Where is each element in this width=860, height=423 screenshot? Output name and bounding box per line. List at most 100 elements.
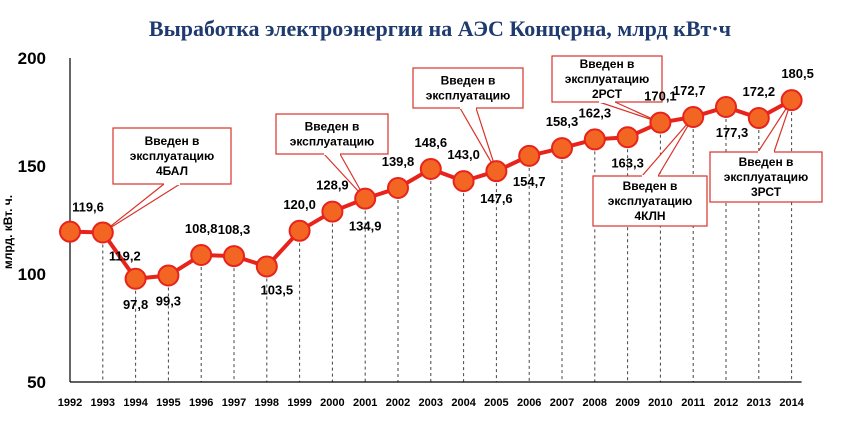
x-tick-label: 2011: [681, 397, 705, 409]
data-label: 134,9: [349, 219, 382, 234]
callout-pointer: [102, 183, 181, 234]
callout-text: эксплуатацию: [426, 89, 511, 103]
data-label: 119,6: [72, 200, 104, 215]
data-label: 119,2: [109, 249, 141, 264]
data-point: [583, 128, 606, 151]
data-label: 162,3: [579, 105, 612, 120]
callout-text: Введен в: [623, 179, 678, 193]
x-tick-label: 1997: [222, 397, 246, 409]
callout-text: Введен в: [305, 120, 360, 134]
data-label: 170,1: [644, 89, 677, 104]
x-tick-label: 2001: [353, 397, 377, 409]
x-tick-label: 1996: [189, 397, 213, 409]
data-label: 120,0: [283, 197, 316, 212]
x-tick-label: 1994: [123, 397, 148, 409]
x-tick-label: 2010: [648, 397, 672, 409]
callout-text: эксплуатацию: [565, 72, 650, 86]
callout-box: [275, 113, 389, 155]
data-point: [715, 96, 737, 119]
data-label: 128,9: [316, 178, 349, 193]
x-tick-label: 2000: [320, 397, 344, 409]
callout-box: [551, 55, 663, 103]
y-axis-label: млрд. кВт. ч.: [1, 195, 15, 269]
data-point: [551, 137, 573, 160]
axes: [69, 58, 802, 383]
callout-box: [709, 151, 823, 203]
data-label: 139,8: [382, 154, 415, 169]
y-tick-label: 150: [18, 157, 46, 176]
callout-text: эксплуатацию: [290, 135, 375, 149]
data-point: [321, 200, 344, 223]
data-label: 154,7: [513, 174, 546, 189]
callout-text: эксплуатацию: [130, 149, 215, 163]
data-point: [485, 160, 508, 183]
callout-text: эксплуатацию: [608, 194, 693, 208]
data-label: 143,0: [447, 147, 480, 162]
data-point: [354, 187, 377, 210]
data-point: [452, 170, 475, 193]
data-point: [682, 105, 705, 128]
y-tick-label: 50: [27, 373, 46, 392]
x-tick-label: 2003: [419, 397, 443, 409]
data-label: 108,8: [185, 221, 218, 236]
data-label: 103,5: [261, 282, 294, 297]
data-label: 99,3: [156, 294, 181, 309]
y-tick-label: 200: [18, 49, 46, 68]
data-point: [255, 255, 278, 278]
chart-title: Выработка электроэнергии на АЭС Концерна…: [149, 16, 731, 41]
x-tick-label: 1993: [91, 397, 115, 409]
x-tick-label: 2006: [517, 397, 541, 409]
data-label: 163,3: [611, 155, 644, 170]
data-label: 177,3: [716, 125, 749, 140]
data-label: 172,7: [673, 83, 706, 98]
callout-text: Введен в: [580, 57, 635, 71]
tick-labels: 50 100 150 200 1992 1993 1994 1995 1996 1997 1998 1…: [18, 49, 805, 409]
x-tick-label: 1999: [287, 397, 311, 409]
x-tick-label: 2009: [615, 397, 639, 409]
data-point: [419, 158, 442, 181]
data-label: 172,2: [743, 84, 776, 99]
data-point: [616, 126, 639, 149]
y-tick-label: 100: [18, 265, 46, 284]
callout-text: 2РСТ: [592, 87, 623, 101]
callout-box: [412, 67, 524, 109]
data-point: [780, 89, 803, 112]
callout-text: 4БАЛ: [156, 164, 188, 178]
x-tick-label: 2013: [747, 397, 771, 409]
data-label: 148,6: [415, 135, 448, 150]
x-tick-label: 2004: [451, 397, 476, 409]
data-label: 97,8: [123, 297, 148, 312]
data-point: [59, 220, 81, 243]
data-label: 158,3: [546, 114, 579, 129]
data-point: [190, 243, 213, 266]
x-tick-label: 2012: [714, 397, 738, 409]
x-tick-label: 1995: [156, 397, 180, 409]
data-point: [223, 245, 245, 268]
data-point: [518, 144, 541, 167]
data-label: 180,5: [781, 66, 814, 81]
callout-box: [592, 175, 708, 227]
data-point: [649, 111, 672, 134]
data-point: [747, 107, 770, 130]
callout-box: [112, 127, 232, 185]
callout-text: Введен в: [145, 134, 200, 148]
callout-text: Введен в: [739, 155, 794, 169]
data-labels: 119,6 119,2 97,8 99,3 108,8 108,3 103,5 120,012…: [72, 66, 814, 312]
series: [59, 89, 803, 290]
data-point: [387, 177, 409, 200]
data-point: [288, 219, 311, 242]
callout-text: 4КЛН: [634, 209, 665, 223]
callout-text: эксплуатацию: [724, 170, 809, 184]
callout-text: 3РСТ: [751, 185, 782, 199]
data-point: [91, 221, 114, 244]
x-tick-label: 1998: [255, 397, 279, 409]
data-point: [124, 267, 147, 290]
data-label: 108,3: [218, 222, 251, 237]
x-tick-label: 2014: [779, 397, 804, 409]
data-label: 147,6: [480, 191, 513, 206]
x-tick-label: 2002: [386, 397, 410, 409]
callout-text: Введен в: [441, 74, 496, 88]
x-tick-label: 1992: [58, 397, 82, 409]
